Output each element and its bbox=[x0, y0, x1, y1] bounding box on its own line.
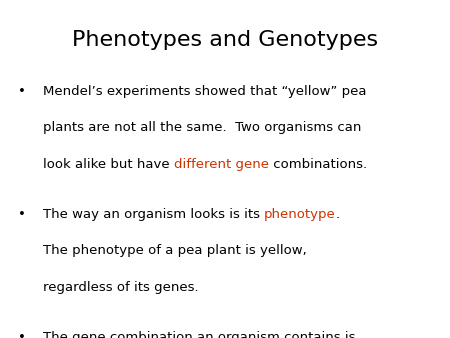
Text: combinations.: combinations. bbox=[269, 158, 367, 170]
Text: The phenotype of a pea plant is yellow,: The phenotype of a pea plant is yellow, bbox=[43, 244, 306, 257]
Text: .: . bbox=[336, 208, 340, 220]
Text: The way an organism looks is its: The way an organism looks is its bbox=[43, 208, 264, 220]
Text: The gene combination an organism contains is: The gene combination an organism contain… bbox=[43, 331, 355, 338]
Text: •: • bbox=[18, 331, 26, 338]
Text: regardless of its genes.: regardless of its genes. bbox=[43, 281, 198, 293]
Text: Mendel’s experiments showed that “yellow” pea: Mendel’s experiments showed that “yellow… bbox=[43, 84, 366, 97]
Text: •: • bbox=[18, 84, 26, 97]
Text: look alike but have: look alike but have bbox=[43, 158, 174, 170]
Text: •: • bbox=[18, 208, 26, 220]
Text: Phenotypes and Genotypes: Phenotypes and Genotypes bbox=[72, 30, 378, 50]
Text: different gene: different gene bbox=[174, 158, 269, 170]
Text: phenotype: phenotype bbox=[264, 208, 336, 220]
Text: plants are not all the same.  Two organisms can: plants are not all the same. Two organis… bbox=[43, 121, 361, 134]
